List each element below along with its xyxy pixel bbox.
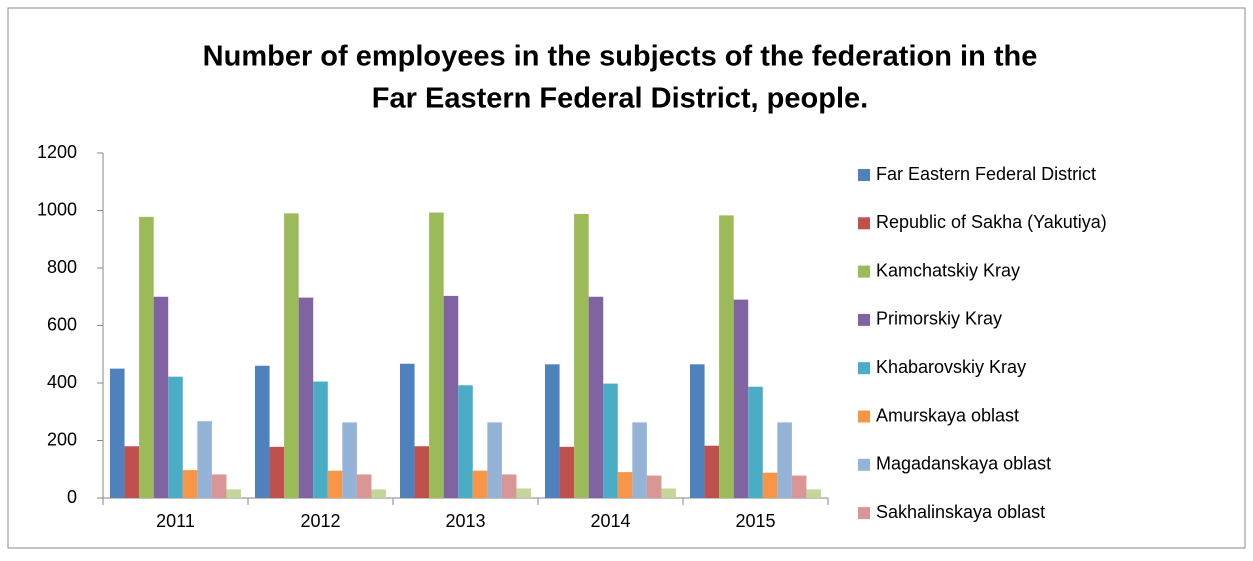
bar [313,381,328,498]
bar [197,421,212,498]
bar [342,422,357,498]
legend-swatch [858,169,870,181]
bar [429,212,444,498]
bar [704,445,720,498]
bar [211,474,227,498]
bar [400,363,415,498]
legend-swatch [858,410,870,423]
bar [371,489,386,498]
bar [182,470,198,498]
legend-swatch [858,507,870,520]
bar [617,472,633,498]
bar [443,295,459,498]
x-tick-label: 2012 [300,511,340,531]
bar [298,297,314,498]
y-tick-label: 200 [47,429,77,449]
legend-label: Khabarovskiy Kray [876,357,1026,377]
bar [414,446,430,498]
legend-swatch [858,313,870,326]
x-tick-label: 2013 [445,511,485,531]
legend-label: Primorskiy Kray [876,309,1002,329]
bar [110,368,125,498]
y-tick-label: 600 [47,314,77,334]
bar [733,299,749,498]
bar [472,470,488,498]
bar [777,422,792,498]
bar [501,474,517,498]
bar [458,385,473,498]
bar [559,446,575,498]
x-tick-label: 2015 [735,511,775,531]
bar [806,489,821,498]
y-tick-label: 400 [47,372,77,392]
legend-swatch [858,458,870,471]
legend-label: Republic of Sakha (Yakutiya) [876,212,1107,232]
x-tick-label: 2011 [156,511,195,531]
bar [327,470,343,498]
legend-swatch [858,362,870,375]
x-tick-label: 2014 [590,511,630,531]
bar [487,422,502,498]
bar [284,213,299,498]
bar [356,474,372,498]
bar [168,376,183,498]
y-tick-label: 0 [67,487,77,507]
bar [545,364,560,498]
bar [574,213,589,498]
bar [153,296,169,498]
legend-label: Kamchatskiy Kray [876,260,1020,280]
legend-label: Far Eastern Federal District [876,164,1096,184]
y-tick-label: 1200 [37,142,77,162]
legend-label: Amurskaya oblast [876,405,1019,425]
bar [719,215,734,498]
chart-border [7,7,1246,549]
legend-swatch [858,217,870,230]
bar [690,364,705,498]
bar [603,383,618,498]
bar [124,446,140,498]
bar [646,475,662,498]
bar [762,472,778,498]
y-tick-label: 800 [47,257,77,277]
legend-swatch [858,265,870,278]
bar [632,422,647,498]
bar [139,216,154,498]
chart-title: Far Eastern Federal District, people. [372,83,868,115]
bar [226,489,241,498]
bar [661,488,676,498]
bar [516,488,531,498]
legend-label: Magadanskaya oblast [876,454,1051,474]
bar [588,296,604,498]
bar [748,386,763,498]
y-tick-label: 1000 [37,199,77,219]
legend-label: Sakhalinskaya oblast [876,502,1045,522]
bar [269,446,285,498]
bar [255,365,270,498]
bar [791,475,807,498]
chart-title: Number of employees in the subjects of t… [203,41,1038,73]
